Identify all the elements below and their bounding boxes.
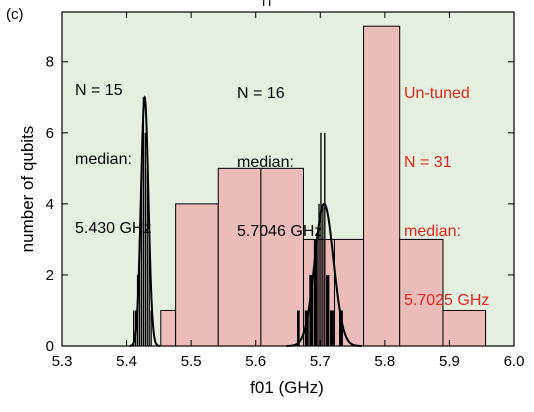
tuned-bar: [339, 310, 343, 346]
tuned-bar: [142, 97, 145, 346]
annotation-untuned-line-4: 5.7025 GHz: [404, 292, 490, 309]
tuned-bar: [150, 310, 152, 346]
y-tick-label: 2: [46, 267, 54, 284]
gaussian-fit-line: [286, 202, 362, 347]
tuned-bar: [309, 274, 314, 346]
annotation-tuned-b-line-3: 5.7046 GHz: [237, 223, 323, 240]
tuned-bar: [320, 132, 322, 346]
tuned-bar: [148, 239, 150, 346]
annotation-untuned: Un-tuned N = 31 median: 5.7025 GHz: [404, 36, 489, 358]
tuned-bar: [313, 239, 318, 346]
tuned-bar: [318, 203, 320, 346]
annotation-tuned-b-line-1: N = 16: [237, 85, 285, 102]
tuned-bar: [138, 239, 141, 346]
tuned-bar: [322, 203, 324, 346]
x-tick-label: 5.4: [116, 353, 137, 370]
annotation-tuned-a-line-1: N = 15: [75, 82, 123, 99]
annotation-untuned-line-3: median:: [404, 223, 461, 240]
untuned-bar: [175, 203, 219, 347]
untuned-bar: [442, 309, 487, 347]
y-tick-label: 0: [46, 338, 54, 355]
plot-frame: [61, 11, 515, 347]
annotation-tuned-b: N = 16 median: 5.7046 GHz: [237, 36, 322, 289]
tuned-bar: [329, 310, 334, 346]
tuned-bar: [144, 132, 146, 346]
x-tick-label: 6.0: [504, 353, 525, 370]
y-tick-label: 8: [46, 54, 54, 71]
x-tick-label: 5.6: [245, 353, 266, 370]
y-tick-label: 4: [46, 196, 54, 213]
annotation-tuned-a-line-2: median:: [75, 151, 132, 168]
tuned-bar: [297, 310, 300, 346]
x-tick-label: 5.7: [310, 353, 331, 370]
tuned-bar: [146, 168, 148, 346]
annotation-tuned-a: N = 15 median: 5.430 GHz: [75, 33, 151, 286]
x-tick-label: 5.9: [439, 353, 460, 370]
y-tick-label: 6: [46, 125, 54, 142]
annotation-tuned-b-line-2: median:: [237, 154, 294, 171]
tuned-bar: [326, 274, 330, 346]
untuned-bar: [160, 309, 177, 347]
tuned-bar: [304, 310, 309, 346]
x-tick-label: 5.8: [374, 353, 395, 370]
annotation-tuned-a-line-3: 5.430 GHz: [75, 220, 152, 237]
gaussian-fit-line: [129, 95, 160, 347]
untuned-bar: [333, 238, 365, 347]
y-axis-label: number of qubits: [18, 125, 37, 253]
x-tick-label: 5.3: [52, 353, 73, 370]
x-tick-label: 5.5: [181, 353, 202, 370]
tuned-bar: [133, 310, 135, 346]
tuned-bar: [140, 168, 143, 346]
tuned-bar: [324, 132, 326, 346]
untuned-bar: [399, 238, 444, 347]
untuned-bar: [363, 25, 401, 347]
annotation-untuned-line-2: N = 31: [404, 154, 452, 171]
x-axis-label: f01 (GHz): [250, 378, 324, 397]
panel-label: (c): [6, 6, 24, 23]
annotation-untuned-line-1: Un-tuned: [404, 85, 470, 102]
clipped-title-fragment: Π: [262, 0, 272, 9]
